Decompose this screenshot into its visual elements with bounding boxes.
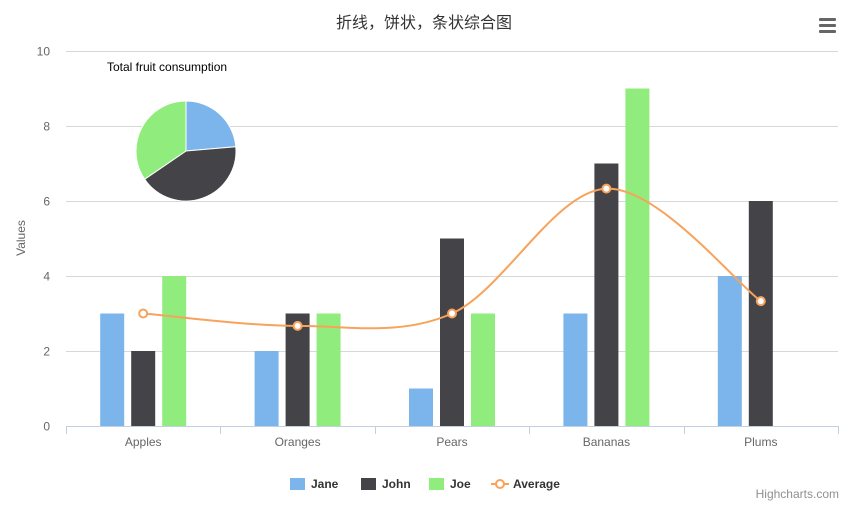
chart-title: 折线，饼状，条状综合图 [336,14,512,32]
legend-item-average[interactable]: Average [491,477,560,491]
legend-marker [495,479,505,489]
context-menu-button[interactable] [814,12,842,38]
average-point-oranges[interactable] [292,320,303,331]
y-axis-ticks: 0 2 4 6 8 10 [37,45,51,434]
legend-item-john[interactable]: John [361,477,411,491]
pie-slice-joe[interactable] [135,100,187,180]
legend-swatch [361,478,376,490]
y-axis-title: Values [14,220,28,256]
legend-item-jane[interactable]: Jane [290,477,339,491]
average-point-plums[interactable] [755,296,766,307]
legend-label: Average [513,477,560,491]
average-line [143,187,762,330]
bar-john-oranges[interactable] [285,313,310,427]
y-tick-label: 0 [43,420,50,434]
x-axis: Apples Oranges Pears Bananas Plums [66,426,839,449]
legend-swatch [429,478,444,490]
average-point-apples[interactable] [138,308,149,319]
bar-series [100,88,773,427]
x-tick-label: Apples [125,435,162,449]
bar-jane-apples[interactable] [100,313,125,427]
bar-joe-apples[interactable] [162,276,187,426]
x-tick-label: Plums [744,435,777,449]
pie-slice-jane[interactable] [185,100,237,152]
pie-chart [135,100,237,202]
y-tick-label: 2 [43,345,50,359]
average-point-pears[interactable] [447,308,457,319]
average-point-bananas[interactable] [601,183,612,194]
bar-joe-oranges[interactable] [316,313,341,427]
legend: Jane John Joe Average [290,477,560,491]
pie-title: Total fruit consumption [107,60,227,74]
bar-jane-pears[interactable] [409,388,433,427]
legend-label: Joe [450,477,471,491]
legend-label: John [382,477,411,491]
y-tick-label: 4 [43,270,50,284]
bar-jane-bananas[interactable] [563,313,588,427]
hamburger-menu-icon[interactable] [819,18,836,33]
bar-jane-plums[interactable] [717,276,742,426]
x-tick-label: Bananas [583,435,630,449]
x-tick-label: Pears [436,435,467,449]
average-line-series [138,183,766,331]
bar-john-bananas[interactable] [594,163,619,427]
bar-john-plums[interactable] [748,201,773,426]
legend-label: Jane [311,477,339,491]
credits-link[interactable]: Highcharts.com [756,487,839,501]
bar-joe-pears[interactable] [471,313,495,427]
bar-john-apples[interactable] [131,351,156,426]
y-tick-label: 10 [37,45,51,59]
legend-item-joe[interactable]: Joe [429,477,471,491]
y-tick-label: 8 [43,120,50,134]
x-tick-label: Oranges [275,435,321,449]
y-tick-label: 6 [43,195,50,209]
bar-jane-oranges[interactable] [254,351,279,426]
pie-slice-john[interactable] [144,146,237,202]
legend-swatch [290,478,305,490]
bar-john-pears[interactable] [440,238,464,427]
bar-joe-bananas[interactable] [625,88,650,427]
